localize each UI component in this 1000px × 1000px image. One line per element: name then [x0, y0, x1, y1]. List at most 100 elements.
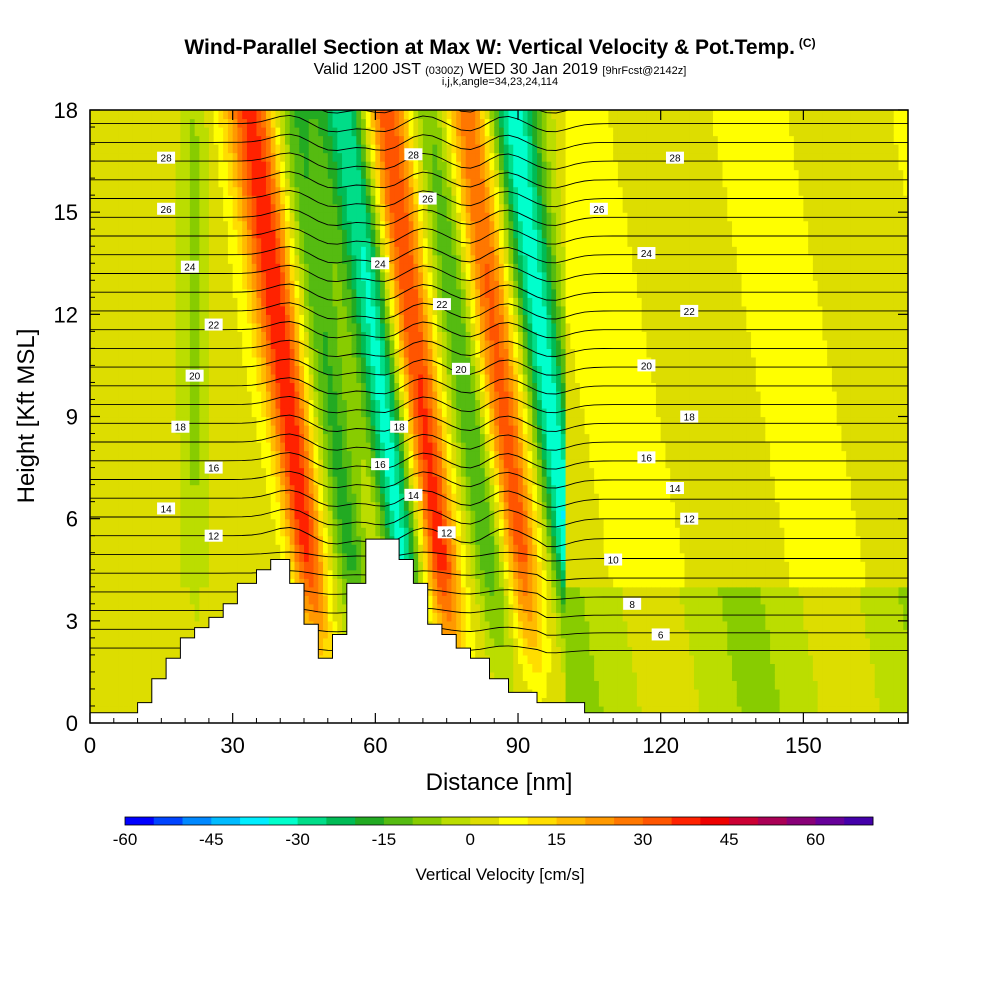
velocity-cell: [270, 382, 277, 392]
velocity-cell: [161, 169, 167, 179]
velocity-cell: [232, 322, 239, 332]
velocity-cell: [227, 178, 234, 188]
velocity-cell: [361, 527, 367, 537]
velocity-cell: [128, 246, 134, 256]
velocity-cell: [142, 110, 148, 120]
velocity-cell: [147, 178, 153, 188]
velocity-cell: [299, 459, 305, 469]
velocity-cell: [94, 578, 101, 588]
velocity-cell: [166, 425, 172, 435]
velocity-cell: [237, 518, 243, 528]
velocity-cell: [337, 425, 343, 435]
velocity-cell: [142, 382, 148, 392]
velocity-cell: [361, 450, 367, 460]
velocity-cell: [294, 280, 300, 290]
velocity-cell: [94, 476, 101, 486]
velocity-cell: [332, 254, 338, 264]
velocity-cell: [394, 186, 400, 196]
velocity-cell: [304, 433, 310, 443]
velocity-cell: [113, 510, 120, 520]
velocity-cell: [384, 322, 391, 332]
velocity-cell: [327, 518, 334, 528]
velocity-cell: [237, 127, 243, 137]
velocity-cell: [151, 663, 158, 673]
velocity-cell: [180, 569, 186, 579]
velocity-cell: [389, 152, 395, 162]
velocity-cell: [132, 433, 139, 443]
velocity-cell: [308, 578, 315, 588]
velocity-cell: [189, 501, 196, 511]
velocity-cell: [342, 510, 348, 520]
velocity-cell: [346, 459, 353, 469]
velocity-cell: [375, 271, 381, 281]
velocity-cell: [118, 229, 124, 239]
velocity-cell: [327, 467, 334, 477]
velocity-cell: [213, 178, 220, 188]
velocity-cell: [361, 314, 367, 324]
velocity-cell: [109, 493, 115, 503]
velocity-cell: [113, 339, 120, 349]
velocity-cell: [389, 484, 395, 494]
velocity-cell: [137, 178, 143, 188]
velocity-cell: [394, 459, 400, 469]
velocity-cell: [304, 237, 310, 247]
velocity-cell: [265, 178, 272, 188]
velocity-cell: [308, 442, 315, 452]
velocity-cell: [413, 399, 419, 409]
velocity-cell: [261, 118, 267, 128]
velocity-cell: [142, 671, 148, 682]
velocity-cell: [104, 425, 110, 435]
velocity-cell: [199, 620, 205, 630]
velocity-cell: [199, 476, 205, 486]
velocity-cell: [113, 118, 120, 128]
velocity-cell: [204, 331, 210, 341]
velocity-cell: [299, 135, 305, 145]
velocity-cell: [284, 348, 291, 358]
velocity-cell: [332, 297, 338, 307]
velocity-cell: [246, 527, 253, 537]
velocity-cell: [166, 331, 172, 341]
velocity-cell: [156, 603, 162, 613]
velocity-cell: [227, 382, 234, 392]
velocity-cell: [370, 433, 376, 443]
velocity-cell: [194, 561, 200, 571]
velocity-cell: [375, 203, 381, 213]
velocity-cell: [370, 220, 376, 230]
velocity-cell: [270, 416, 277, 426]
velocity-cell: [394, 220, 400, 230]
velocity-cell: [123, 263, 129, 273]
velocity-cell: [370, 407, 376, 418]
velocity-cell: [280, 331, 286, 341]
velocity-cell: [342, 212, 348, 222]
velocity-cell: [323, 578, 329, 588]
velocity-cell: [180, 144, 186, 154]
velocity-cell: [265, 297, 272, 307]
velocity-cell: [113, 331, 120, 341]
velocity-cell: [237, 271, 243, 281]
velocity-cell: [413, 527, 419, 537]
velocity-cell: [261, 246, 267, 256]
velocity-cell: [256, 186, 262, 196]
velocity-cell: [375, 382, 381, 392]
velocity-cell: [113, 629, 120, 639]
velocity-cell: [142, 118, 148, 128]
velocity-cell: [232, 297, 239, 307]
velocity-cell: [408, 552, 414, 562]
velocity-cell: [356, 510, 362, 520]
velocity-cell: [118, 297, 124, 307]
velocity-cell: [94, 382, 101, 392]
velocity-cell: [251, 246, 258, 256]
velocity-cell: [170, 263, 177, 273]
velocity-cell: [346, 297, 353, 307]
velocity-cell: [128, 603, 134, 613]
velocity-cell: [265, 382, 272, 392]
velocity-cell: [170, 629, 177, 639]
velocity-cell: [275, 203, 281, 213]
velocity-cell: [104, 612, 110, 622]
velocity-cell: [313, 373, 319, 384]
velocity-cell: [265, 544, 272, 554]
velocity-cell: [399, 484, 405, 494]
velocity-cell: [308, 527, 315, 537]
velocity-cell: [104, 552, 110, 562]
velocity-cell: [232, 161, 239, 171]
